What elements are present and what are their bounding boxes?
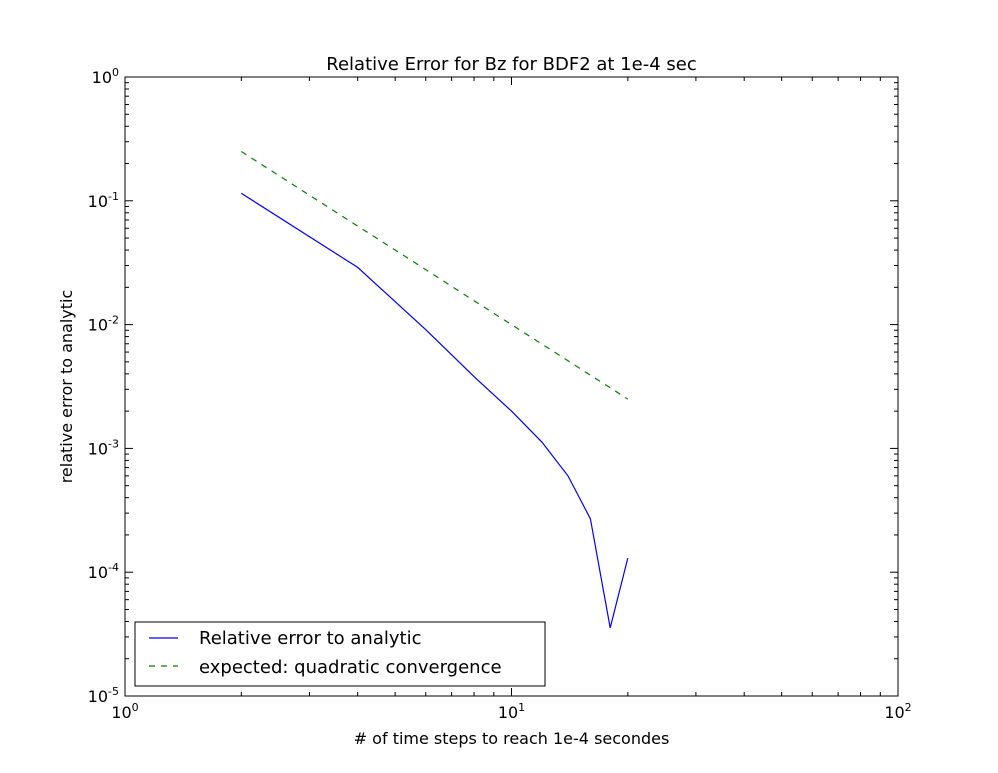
- chart-title: Relative Error for Bz for BDF2 at 1e-4 s…: [326, 54, 696, 75]
- series-line-1: [240, 150, 629, 400]
- legend-box: [134, 621, 546, 687]
- y-axis-label: relative error to analytic: [57, 290, 76, 484]
- y-tick-label: 100: [92, 66, 119, 87]
- y-tick-label: 10-2: [88, 314, 119, 335]
- legend: Relative error to analytic expected: qua…: [134, 621, 546, 687]
- legend-label-relative-error: Relative error to analytic: [199, 628, 421, 649]
- ticks-layer: 100 101 102 100 10-1 10-2 10-3 10-4 10-5: [88, 66, 912, 722]
- series-layer: [240, 150, 629, 629]
- y-tick-label: 10-1: [88, 190, 119, 211]
- legend-label-quadratic: expected: quadratic convergence: [199, 657, 502, 678]
- x-tick-label: 100: [111, 701, 138, 722]
- x-tick-label: 101: [498, 701, 525, 722]
- y-tick-label: 10-3: [88, 437, 119, 458]
- x-tick-label: 102: [884, 701, 911, 722]
- plot-frame: [124, 76, 899, 697]
- y-tick-label: 10-4: [88, 561, 119, 582]
- x-axis-label: # of time steps to reach 1e-4 secondes: [354, 729, 670, 748]
- series-line-0: [240, 192, 629, 629]
- y-tick-label: 10-5: [88, 685, 119, 706]
